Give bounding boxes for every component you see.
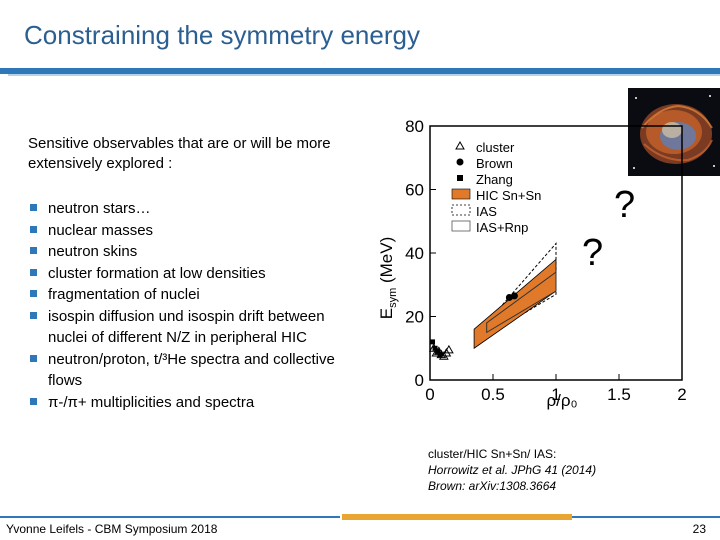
bullet-square-icon	[30, 397, 37, 405]
footer-rule	[0, 516, 340, 518]
list-item: isospin diffusion und isospin drift betw…	[28, 306, 358, 349]
legend-symbol-brown	[456, 158, 464, 166]
legend-label: Brown	[476, 156, 513, 171]
title-underline-light	[8, 74, 720, 76]
bullet-text: neutron stars…	[48, 200, 151, 217]
legend-label: cluster	[476, 140, 515, 155]
ias-rnp-band	[486, 271, 557, 334]
question-mark: ?	[614, 184, 636, 226]
bullet-square-icon	[30, 311, 37, 319]
zhang-point	[430, 339, 436, 345]
crab-nebula-image	[628, 88, 720, 176]
zhang-point	[437, 352, 443, 358]
intro-text: Sensitive observables that are or will b…	[28, 135, 331, 172]
bullet-square-icon	[30, 204, 37, 211]
x-tick-label: 0	[425, 385, 434, 404]
question-mark: ?	[582, 232, 604, 274]
list-item: π-/π+ multiplicities and spectra	[28, 392, 358, 414]
footer-author: Yvonne Leifels - CBM Symposium 2018	[6, 522, 218, 536]
hic-band	[473, 258, 557, 350]
references: cluster/HIC Sn+Sn/ IAS: Horrowitz et al.…	[428, 446, 688, 494]
legend-symbol-zhang	[457, 175, 463, 181]
y-tick-label: 40	[405, 244, 424, 263]
list-item: cluster formation at low densities	[28, 263, 358, 285]
bullet-square-icon	[30, 354, 37, 362]
list-item: neutron stars…	[28, 198, 358, 220]
legend-label: IAS+Rnp	[476, 220, 528, 235]
x-tick-label: 2	[677, 385, 686, 404]
x-tick-label: 1	[551, 385, 560, 404]
reference-line: Brown: arXiv:1308.3664	[428, 479, 557, 493]
list-item: fragmentation of nuclei	[28, 284, 358, 306]
title-underline	[0, 68, 720, 74]
bullet-square-icon	[30, 290, 37, 297]
list-item: neutron/proton, t/³He spectra and collec…	[28, 349, 358, 392]
x-tick-label: 1.5	[607, 385, 631, 404]
bullet-square-icon	[30, 268, 37, 276]
observables-list: neutron stars… nuclear masses neutron sk…	[28, 198, 358, 413]
legend-symbol-cluster	[455, 140, 465, 150]
legend-symbol-ias-rnp	[451, 220, 471, 232]
y-axis-label: Esym (MeV)	[377, 237, 399, 320]
zhang-point	[432, 345, 438, 351]
y-tick-label: 20	[405, 308, 424, 327]
bullet-square-icon	[30, 225, 37, 233]
bullet-text: neutron skins	[48, 243, 138, 260]
y-tick-label: 80	[405, 118, 424, 136]
y-tick-label: 0	[415, 371, 424, 390]
y-tick-label: 60	[405, 181, 424, 200]
bullet-text: nuclear masses	[48, 221, 154, 239]
brown-point	[510, 292, 518, 300]
bullet-text: fragmentation of nuclei	[48, 286, 200, 303]
x-axis-label: ρ/ρ₀	[546, 391, 577, 410]
legend-label: Zhang	[476, 172, 513, 187]
page-number: 23	[692, 522, 706, 536]
legend-label: HIC Sn+Sn	[476, 188, 541, 203]
footer-highlight	[342, 514, 572, 520]
list-item: neutron skins	[28, 241, 358, 263]
slide-title: Constraining the symmetry energy	[24, 20, 420, 50]
bullet-square-icon	[30, 247, 37, 254]
bullet-text: π-/π+ multiplicities and spectra	[48, 393, 255, 411]
list-item: nuclear masses	[28, 220, 358, 242]
legend-symbol-ias	[451, 204, 471, 216]
zhang-point	[435, 348, 441, 354]
legend-label: IAS	[476, 204, 497, 219]
legend-symbol-hic	[451, 188, 471, 200]
x-tick-label: 0.5	[481, 385, 505, 404]
reference-line: cluster/HIC Sn+Sn/ IAS:	[428, 447, 557, 461]
footer-rule	[572, 516, 720, 518]
bullet-text: neutron/proton, t/³He spectra and collec…	[48, 350, 335, 390]
bullet-text: cluster formation at low densities	[48, 264, 266, 282]
bullet-text: isospin diffusion und isospin drift betw…	[48, 307, 325, 347]
cluster-point	[444, 344, 454, 354]
reference-line: Horrowitz et al. JPhG 41 (2014)	[428, 463, 597, 477]
